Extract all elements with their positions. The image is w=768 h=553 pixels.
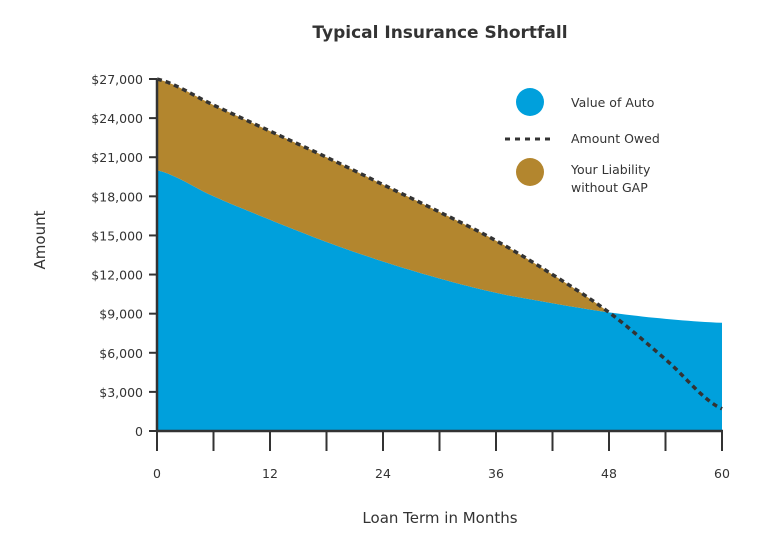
y-tick-label: $15,000: [91, 228, 143, 243]
legend-swatch-liability: [516, 158, 544, 186]
y-tick-label: $6,000: [99, 346, 143, 361]
x-tick-label: 60: [714, 466, 730, 481]
x-axis-label: Loan Term in Months: [362, 509, 517, 527]
y-tick-label: $9,000: [99, 307, 143, 322]
y-tick-label: $12,000: [91, 268, 143, 283]
legend-label-value-of-auto: Value of Auto: [571, 95, 654, 110]
legend-label-liability-line2: without GAP: [571, 180, 648, 195]
y-tick-label: 0: [135, 424, 143, 439]
chart-title: Typical Insurance Shortfall: [312, 23, 567, 43]
amount-owed-line: [156, 77, 723, 411]
legend-label-amount-owed: Amount Owed: [571, 131, 660, 146]
x-tick-label: 48: [601, 466, 617, 481]
legend-swatch-value-of-auto: [516, 88, 544, 116]
liability-area: [157, 79, 609, 313]
y-tick-label: $24,000: [91, 111, 143, 126]
x-tick-label: 0: [153, 466, 161, 481]
y-tick-label: $3,000: [99, 385, 143, 400]
y-tick-label: $21,000: [91, 150, 143, 165]
y-tick-label: $18,000: [91, 189, 143, 204]
legend-label-liability-line1: Your Liability: [570, 162, 651, 177]
value-of-auto-area: [157, 170, 722, 432]
x-tick-label: 36: [488, 466, 504, 481]
y-axis-label: Amount: [31, 210, 49, 269]
x-tick-label: 12: [262, 466, 278, 481]
legend: Value of Auto Amount Owed Your Liability…: [505, 88, 660, 195]
x-tick-label: 24: [375, 466, 391, 481]
y-tick-label: $27,000: [91, 72, 143, 87]
